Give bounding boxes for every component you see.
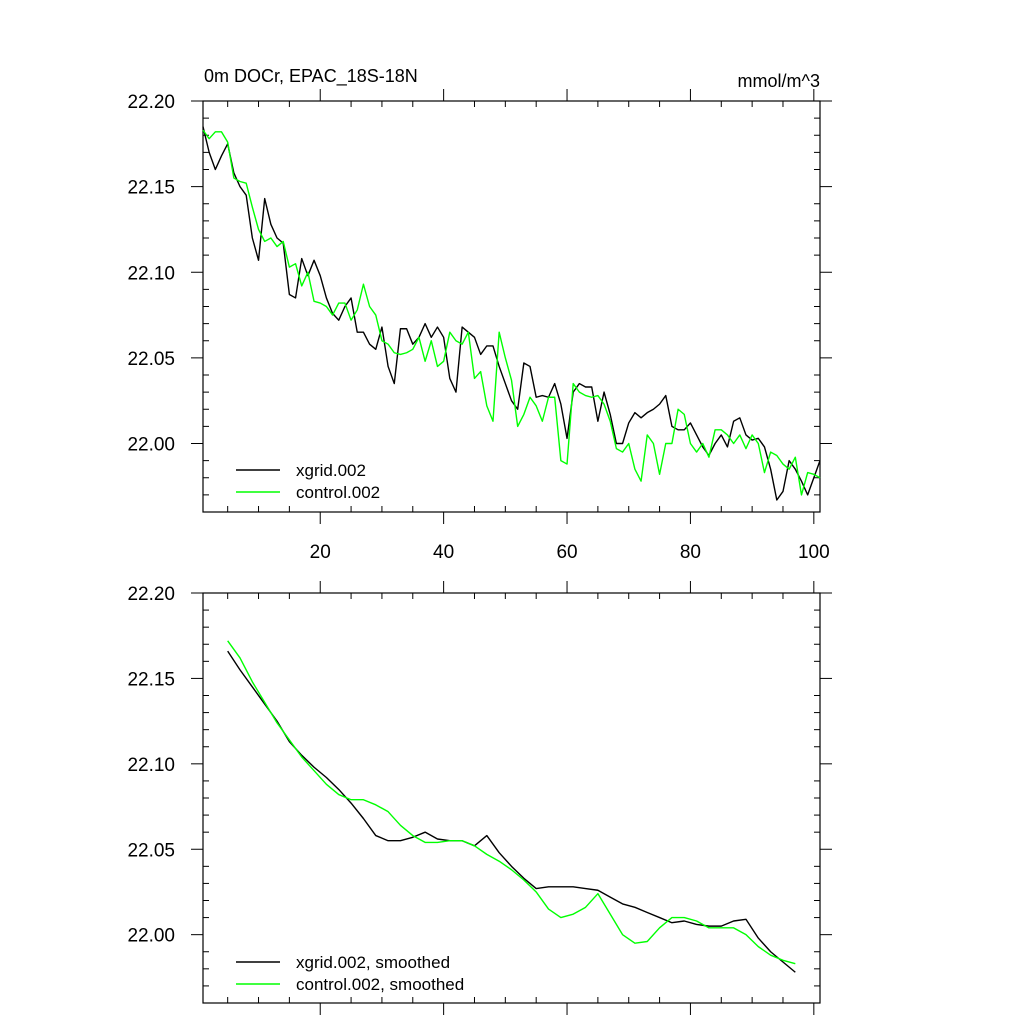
y-tick-label: 22.00 xyxy=(127,435,175,456)
plot-frame xyxy=(202,592,821,1004)
y-tick-label: 22.00 xyxy=(127,926,175,947)
y-tick-label: 22.20 xyxy=(127,92,175,113)
x-tick-label: 20 xyxy=(310,542,331,563)
y-tick-label: 22.05 xyxy=(127,840,175,861)
y-tick-label: 22.15 xyxy=(127,178,175,199)
legend-label: xgrid.002 xyxy=(296,461,366,480)
legend: xgrid.002, smoothed control.002, smoothed xyxy=(236,953,464,994)
y-tick-label: 22.10 xyxy=(127,755,175,776)
y-tick-label: 22.10 xyxy=(127,263,175,284)
series-line-control-002 xyxy=(202,129,821,496)
legend-label: xgrid.002, smoothed xyxy=(296,953,450,972)
y-tick-label: 22.05 xyxy=(127,349,175,370)
x-tick-label: 100 xyxy=(798,542,830,563)
series-line-control-002-smoothed xyxy=(227,640,796,965)
panel-raw: 20 40 60 80 100 22.00 22.05 22.10 22.15 22.20 xgri… xyxy=(127,89,832,563)
legend-label: control.002, smoothed xyxy=(296,975,464,994)
plot-frame xyxy=(202,100,821,513)
series-line-xgrid-002 xyxy=(202,126,821,501)
y-tick-label: 22.20 xyxy=(127,584,175,605)
x-tick-label: 80 xyxy=(680,542,701,563)
units-label: mmol/m^3 xyxy=(738,71,820,91)
legend: xgrid.002 control.002 xyxy=(236,461,380,502)
x-tick-label: 40 xyxy=(433,542,454,563)
x-tick-label: 60 xyxy=(556,542,577,563)
series-line-xgrid-002-smoothed xyxy=(227,650,796,973)
legend-label: control.002 xyxy=(296,483,380,502)
chart-title: 0m DOCr, EPAC_18S-18N xyxy=(204,66,418,87)
y-tick-label: 22.15 xyxy=(127,669,175,690)
panel-smoothed: 22.00 22.05 22.10 22.15 22.20 xgrid.002, smoo… xyxy=(127,581,832,1015)
